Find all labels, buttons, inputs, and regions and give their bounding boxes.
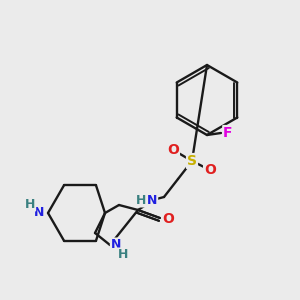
- Text: H: H: [136, 194, 146, 206]
- Text: N: N: [147, 194, 157, 208]
- Text: F: F: [223, 126, 233, 140]
- Text: H: H: [25, 197, 35, 211]
- Text: H: H: [118, 248, 128, 262]
- Text: O: O: [167, 143, 179, 157]
- Text: O: O: [204, 163, 216, 177]
- Text: O: O: [162, 212, 174, 226]
- Text: S: S: [187, 154, 197, 168]
- Text: N: N: [111, 238, 121, 251]
- Text: N: N: [34, 206, 44, 220]
